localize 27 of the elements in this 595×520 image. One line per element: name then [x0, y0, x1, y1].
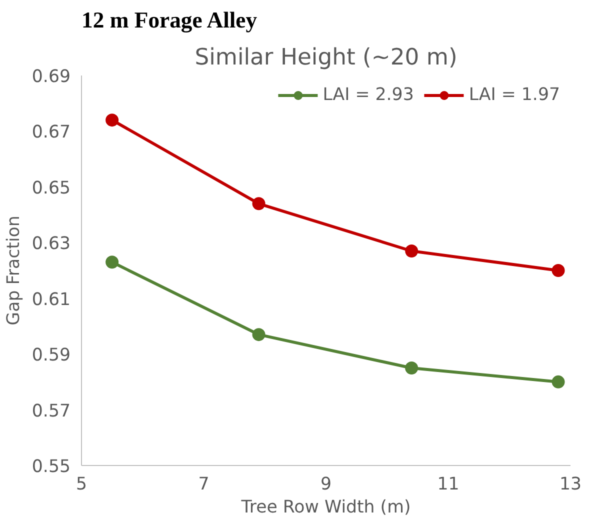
y-tick-label: 0.57 — [32, 401, 71, 422]
point — [106, 114, 119, 127]
x-tick-label: 7 — [198, 474, 210, 494]
chart-title: 12 m Forage Alley — [82, 8, 258, 32]
y-tick-label: 0.63 — [32, 234, 71, 254]
point — [252, 197, 266, 210]
y-tick-label: 0.55 — [32, 457, 71, 477]
point — [405, 362, 418, 374]
chart-subtitle: Similar Height (~20 m) — [194, 44, 458, 70]
x-tick-label: 5 — [76, 474, 88, 494]
legend-label: LAI = 1.97 — [468, 85, 560, 105]
y-tick-label: 0.69 — [32, 67, 71, 87]
y-tick-label: 0.59 — [32, 346, 71, 366]
point — [106, 256, 119, 269]
legend-label: LAI = 2.93 — [322, 85, 414, 105]
x-axis-title: Tree Row Width (m) — [240, 498, 411, 518]
point — [552, 375, 565, 388]
x-tick-label: 13 — [559, 474, 582, 494]
y-tick-label: 0.61 — [32, 290, 71, 310]
point — [252, 328, 266, 342]
y-axis-title: Gap Fraction — [4, 216, 24, 326]
y-tick-label: 0.67 — [32, 122, 71, 143]
x-tick-label: 11 — [437, 474, 460, 494]
point — [552, 264, 565, 277]
x-tick-label: 9 — [320, 474, 332, 494]
y-tick-label: 0.65 — [32, 178, 71, 198]
point — [405, 244, 418, 258]
